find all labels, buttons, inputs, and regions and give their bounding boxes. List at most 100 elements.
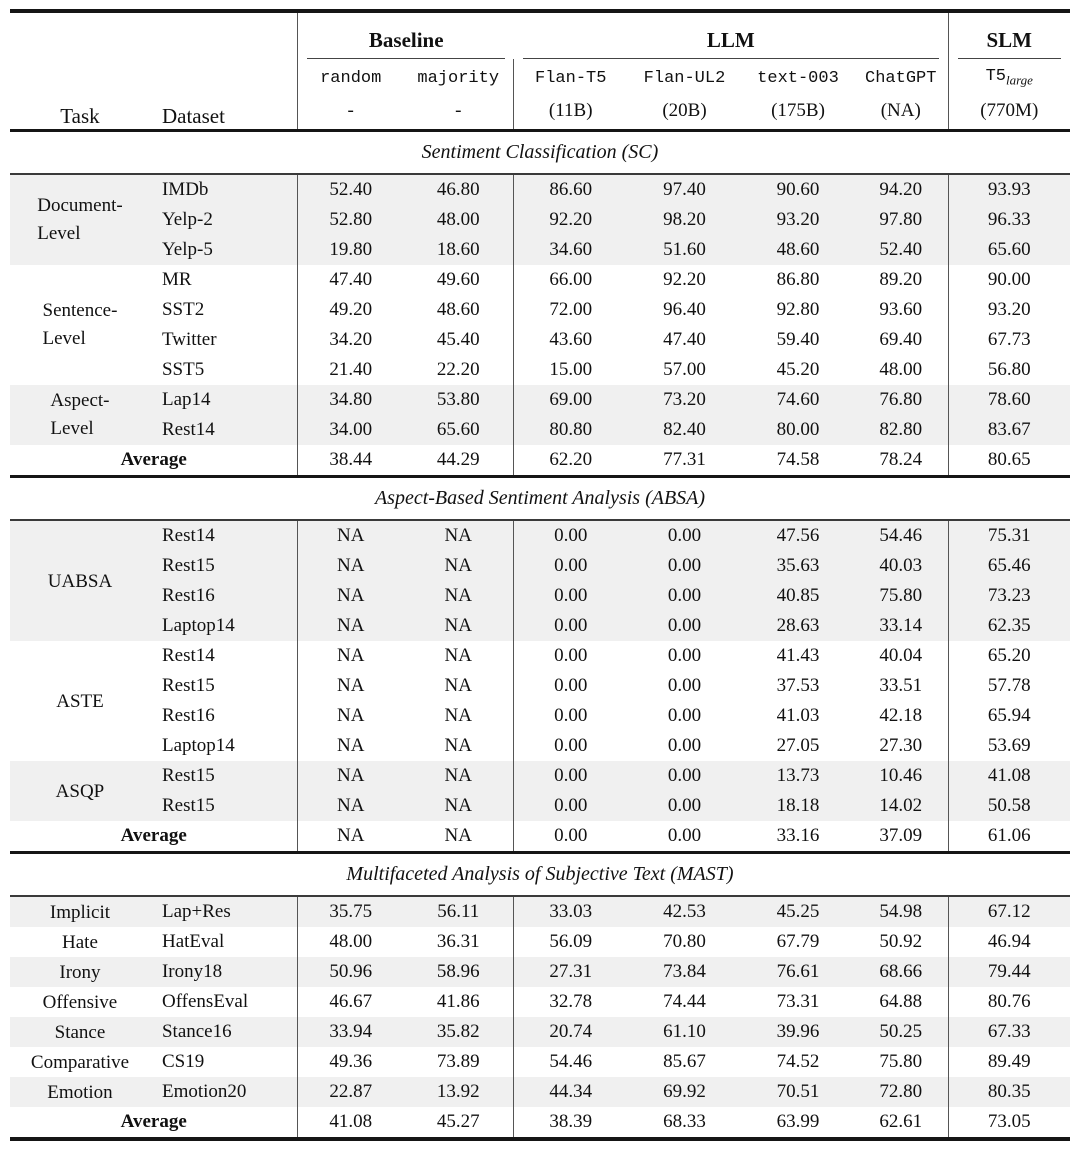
score-cell: 48.00 — [879, 358, 923, 380]
score-cell: 57.00 — [663, 358, 706, 380]
results-table-body: Sentiment Classification (SC) Document- Le… — [9, 128, 1071, 1139]
score-cell: 73.84 — [626, 956, 742, 987]
dataset-cell: Rest15 — [149, 760, 298, 791]
score-cell: 21.40 — [297, 354, 403, 385]
score-cell: 92.20 — [513, 204, 627, 235]
score-cell: 0.00 — [667, 734, 702, 756]
score-cell: 54.98 — [853, 895, 949, 927]
table-row: SST2 49.20 48.60 72.00 96.40 92.80 93.60 93.20 — [10, 294, 1071, 325]
score-cell: 96.40 — [663, 298, 706, 320]
score-cell: 97.40 — [626, 173, 742, 205]
score-cell: 66.00 — [513, 264, 627, 295]
score-cell: 47.40 — [297, 264, 403, 295]
score-cell: 0.00 — [626, 610, 742, 641]
table-row: Laptop14 NA NA 0.00 0.00 28.63 33.14 62.35 — [10, 610, 1071, 641]
dataset-cell: Lap14 — [149, 384, 298, 415]
score-cell: NA — [297, 730, 403, 761]
dataset-cell: Twitter — [161, 328, 217, 350]
score-cell: 0.00 — [513, 730, 627, 761]
score-cell: 79.44 — [947, 956, 1071, 987]
score-cell: 0.00 — [513, 760, 627, 791]
score-cell: 46.94 — [947, 926, 1071, 957]
average-score-cell: 33.16 — [776, 824, 820, 846]
table-row: Rest16 NA NA 0.00 0.00 40.85 75.80 73.23 — [10, 580, 1071, 611]
average-row: Average 41.08 45.27 38.39 68.33 63.99 62.61 73.… — [10, 1106, 1071, 1139]
size-flan-ul2: (20B) — [662, 100, 707, 122]
table-row: Hate HatEval 48.00 36.31 56.09 70.80 67.79 50.9… — [10, 926, 1071, 957]
score-cell: 75.31 — [947, 519, 1071, 551]
score-cell: 0.00 — [513, 670, 627, 701]
group-label-baseline: Baseline — [368, 28, 444, 52]
score-cell: 69.00 — [513, 384, 627, 415]
header-row-groups: Task Dataset Baseline LLM SLM — [10, 11, 1071, 131]
score-cell: NA — [297, 670, 403, 701]
score-cell: 98.20 — [626, 204, 742, 235]
score-cell: 48.60 — [741, 234, 854, 265]
score-cell: 0.00 — [667, 674, 702, 696]
dataset-cell: Yelp-5 — [149, 234, 298, 265]
score-cell: NA — [444, 644, 472, 666]
size-flan-t5: (11B) — [513, 97, 627, 131]
score-cell: NA — [402, 519, 514, 551]
dataset-cell: Emotion20 — [149, 1076, 298, 1107]
score-cell: 33.94 — [297, 1016, 403, 1047]
task-cell: Irony — [9, 956, 150, 987]
score-cell: 89.20 — [879, 268, 923, 290]
score-cell: 67.73 — [947, 324, 1071, 355]
score-cell: NA — [444, 734, 472, 756]
score-cell: 0.00 — [626, 790, 742, 821]
score-cell: 49.20 — [297, 294, 403, 325]
dataset-cell: Rest15 — [161, 674, 215, 696]
score-cell: 34.60 — [513, 234, 627, 265]
score-cell: 49.36 — [297, 1046, 403, 1077]
dataset-cell: Lap+Res — [149, 895, 298, 927]
score-cell: 48.00 — [402, 204, 514, 235]
task-label: ASQP — [55, 780, 105, 802]
score-cell: 69.92 — [626, 1076, 742, 1107]
score-cell: 36.31 — [436, 930, 480, 952]
score-cell: 33.14 — [853, 610, 949, 641]
score-cell: 13.92 — [402, 1076, 514, 1107]
score-cell: 64.88 — [879, 990, 923, 1012]
average-score-cell: 37.09 — [879, 824, 923, 846]
table-row: Yelp-2 52.80 48.00 92.20 98.20 93.20 97.80 96.3… — [10, 204, 1071, 235]
score-cell: 67.12 — [947, 895, 1071, 927]
score-cell: 18.60 — [402, 234, 514, 265]
score-cell: 54.46 — [853, 519, 949, 551]
score-cell: 0.00 — [513, 610, 627, 641]
score-cell: 51.60 — [626, 234, 742, 265]
score-cell: 22.20 — [436, 358, 480, 380]
score-cell: 33.51 — [879, 674, 923, 696]
score-cell: 52.40 — [853, 234, 949, 265]
score-cell: 18.18 — [741, 790, 854, 821]
size-text-003: (175B) — [771, 100, 825, 122]
score-cell: 46.67 — [297, 986, 403, 1017]
table-row: Document- Level IMDb 52.40 46.80 86.60 97.40 90… — [9, 173, 1071, 265]
score-cell: 65.46 — [947, 550, 1071, 581]
dataset-cell: Laptop14 — [149, 610, 298, 641]
average-row: Average NA NA 0.00 0.00 33.16 37.09 61.06 — [10, 820, 1071, 853]
group-header-llm: LLM — [514, 11, 948, 59]
dataset-cell: CS19 — [161, 1050, 205, 1072]
score-cell: 47.40 — [663, 328, 706, 350]
group-header-slm: SLM — [947, 11, 1071, 59]
score-cell: 50.92 — [879, 930, 923, 952]
table-row: Stance Stance16 33.94 35.82 20.74 61.10 39.96 5… — [9, 1016, 1071, 1047]
table-row: Aspect- Level Lap14 34.80 53.80 69.00 73.20 74.… — [9, 384, 1071, 445]
dataset-cell: Laptop14 — [161, 734, 235, 756]
score-cell: NA — [297, 519, 403, 551]
score-cell: 52.40 — [297, 173, 403, 205]
score-cell: 69.40 — [879, 328, 923, 350]
dataset-cell: HatEval — [161, 930, 225, 952]
score-cell: 54.46 — [513, 1046, 627, 1077]
score-cell: NA — [297, 790, 403, 821]
score-cell: 93.93 — [947, 173, 1071, 205]
dataset-cell: Rest14 — [161, 644, 215, 666]
score-cell: 22.87 — [297, 1076, 403, 1107]
score-cell: 33.03 — [513, 895, 627, 927]
average-score-cell: 74.58 — [776, 448, 820, 470]
score-cell: 27.05 — [776, 734, 820, 756]
dataset-cell: SST5 — [161, 358, 205, 380]
score-cell: NA — [297, 700, 403, 731]
average-score-cell: 41.08 — [297, 1106, 403, 1139]
